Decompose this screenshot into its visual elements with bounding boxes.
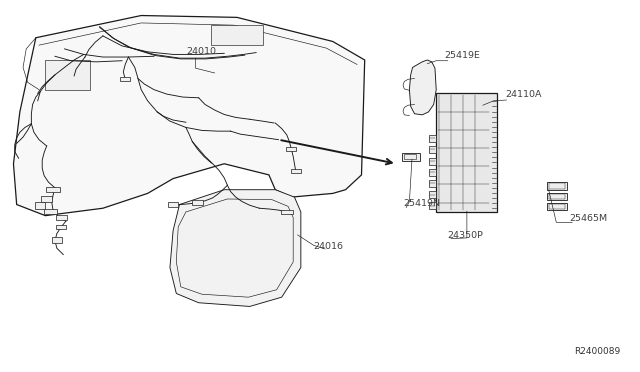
Bar	[35, 202, 45, 209]
Text: 24350P: 24350P	[448, 231, 484, 240]
Bar	[547, 182, 567, 190]
Bar	[547, 203, 567, 211]
Text: 24110A: 24110A	[505, 90, 541, 99]
Bar	[44, 209, 57, 214]
Bar	[281, 210, 292, 214]
Polygon shape	[13, 16, 365, 216]
Bar	[56, 215, 67, 220]
Bar	[429, 135, 436, 141]
Bar	[429, 191, 436, 198]
Text: 24010: 24010	[186, 47, 216, 56]
Bar	[52, 237, 62, 243]
Polygon shape	[410, 60, 436, 115]
Bar	[291, 169, 301, 173]
Bar	[548, 204, 565, 209]
Bar	[547, 193, 567, 200]
Bar	[429, 169, 436, 176]
Text: 24016: 24016	[314, 242, 344, 251]
Bar	[211, 25, 262, 45]
Bar	[429, 146, 436, 153]
Bar	[548, 194, 565, 199]
Bar	[429, 202, 436, 209]
Bar	[191, 201, 203, 205]
Bar	[429, 158, 436, 164]
Bar	[436, 93, 497, 212]
Text: R2400089: R2400089	[574, 347, 620, 356]
Bar	[168, 202, 178, 207]
Text: 25419E: 25419E	[445, 51, 481, 60]
Text: 25465M: 25465M	[569, 214, 607, 223]
Bar	[548, 183, 565, 189]
Bar	[402, 153, 420, 161]
Text: 25419N: 25419N	[403, 199, 440, 208]
Bar	[41, 196, 52, 202]
Bar	[46, 187, 60, 192]
Polygon shape	[170, 190, 301, 307]
Bar	[45, 60, 90, 90]
Bar	[429, 180, 436, 187]
Bar	[56, 225, 67, 229]
Bar	[287, 147, 296, 151]
Bar	[120, 77, 130, 81]
Bar	[404, 154, 416, 159]
